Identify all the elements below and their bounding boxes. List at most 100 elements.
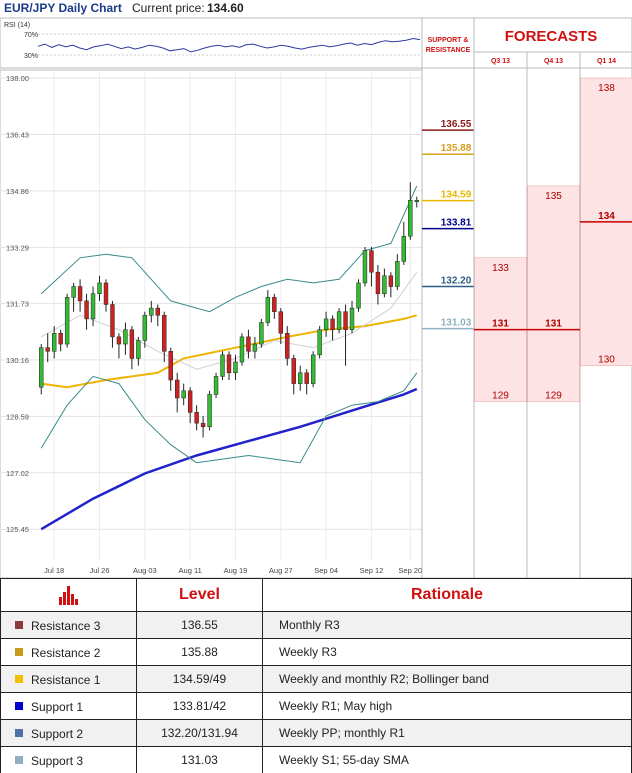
candle-body [298,372,303,384]
candle-body [129,329,135,359]
x-tick-label: Jul 18 [44,566,64,575]
table-header-rationale: Rationale [262,578,632,612]
current-price-label: Current price: [132,1,205,15]
level-name: Support 3 [31,753,84,768]
sr-level-label: 134.59 [441,190,472,201]
candle-body [317,329,322,356]
forecast-high: 133 [492,263,509,274]
rsi-tick-70: 70% [24,32,38,39]
candle-body [265,297,271,323]
candle-body [220,354,225,377]
candle-body [116,336,122,345]
candle-body [45,347,50,352]
bar-chart-icon [58,585,80,605]
level-color-swatch [15,648,23,657]
sr-heading-line2: RESISTANCE [426,47,471,54]
level-rationale: Weekly R1; May high [262,692,632,720]
level-color-swatch [15,702,23,711]
level-name-cell: Resistance 2 [0,638,137,666]
indicator-line [40,372,418,464]
x-tick-label: Sep 04 [314,566,338,575]
levels-table: Level Rationale Resistance 3 136.55 Monthl… [0,578,632,773]
candle-body [77,286,83,302]
candle-body [388,275,394,287]
indicator-line [40,185,418,313]
candle-body [369,250,374,273]
level-name-cell: Resistance 3 [0,611,137,639]
candle-body [278,311,283,334]
candle-body [110,304,115,338]
candle-body [272,297,277,312]
candle-body [155,307,160,316]
chart-area: EUR/JPY Daily Chart Current price: 134.6… [0,1,632,578]
x-tick-label: Aug 19 [224,566,248,575]
y-tick-label: 134.86 [6,187,29,196]
candle-body [58,333,63,345]
forecast-mid: 131 [545,319,562,330]
y-tick-label: 125.45 [6,525,29,534]
candle-body [336,311,342,330]
level-value: 136.55 [136,611,263,639]
candle-body [51,333,57,352]
y-tick-label: 127.02 [6,469,29,478]
rsi-line [37,37,421,53]
price-panel: 138.00 136.43 134.86 133.29 131.73 130.16 128.… [0,69,423,578]
candle-body [233,361,238,374]
level-color-swatch [15,675,23,684]
level-name-cell: Resistance 1 [0,665,137,693]
forecast-mid: 131 [492,319,509,330]
x-tick-label: Aug 03 [133,566,157,575]
candle-body [239,336,245,363]
sr-level-label: 132.20 [441,276,472,287]
level-rationale: Monthly R3 [262,611,632,639]
current-price-value: 134.60 [207,1,244,15]
rsi-tick-30: 30% [24,53,38,60]
quarter-label: Q1 14 [597,58,616,65]
forecasts-panel: FORECASTS Q3 13 133 131 129 Q4 13 135 131 129 Q1… [473,17,632,578]
level-rationale: Weekly R3 [262,638,632,666]
candle-body [259,322,264,345]
sr-level-label: 133.81 [441,218,472,229]
level-name: Support 2 [31,726,84,741]
x-tick-label: Aug 11 [179,566,202,575]
candle-body [64,297,70,345]
candle-body [207,394,212,428]
level-name: Resistance 2 [31,645,101,660]
candle-body [323,318,329,330]
level-name: Resistance 1 [31,672,101,687]
candle-body [310,354,316,384]
forecast-high: 135 [545,191,562,202]
level-name: Support 1 [31,699,84,714]
y-tick-label: 138.00 [6,74,29,83]
candle-body [330,318,335,330]
candle-body [194,412,199,424]
candle-body [291,358,296,384]
level-color-swatch [15,756,23,765]
candle-body [175,379,180,399]
candle-body [200,422,206,428]
candle-body [187,390,193,413]
indicator-line [41,314,418,389]
candle-body [142,315,148,341]
level-value: 132.20/131.94 [136,719,263,747]
sr-level-label: 136.55 [441,119,472,130]
candle-body [356,282,361,309]
y-tick-label: 128.59 [6,412,29,421]
forecast-low: 129 [492,391,509,402]
candle-body [97,282,102,294]
candle-body [168,351,173,381]
table-row: Support 1 133.81/42 Weekly R1; May high [0,692,632,720]
candle-body [382,275,387,294]
sr-heading-line1: SUPPORT & [428,37,469,44]
indicator-line [40,387,418,531]
table-row: Resistance 2 135.88 Weekly R3 [0,638,632,666]
sr-level-label: 131.03 [441,318,472,329]
y-tick-label: 130.16 [6,356,29,365]
forecast-range [527,185,580,402]
chart-title: EUR/JPY Daily Chart [4,1,122,15]
candle-body [414,199,419,202]
forecasts-heading: FORECASTS [505,28,598,45]
candle-body [304,372,309,384]
level-rationale: Weekly S1; 55-day SMA [262,746,632,773]
candle-body [343,311,348,330]
